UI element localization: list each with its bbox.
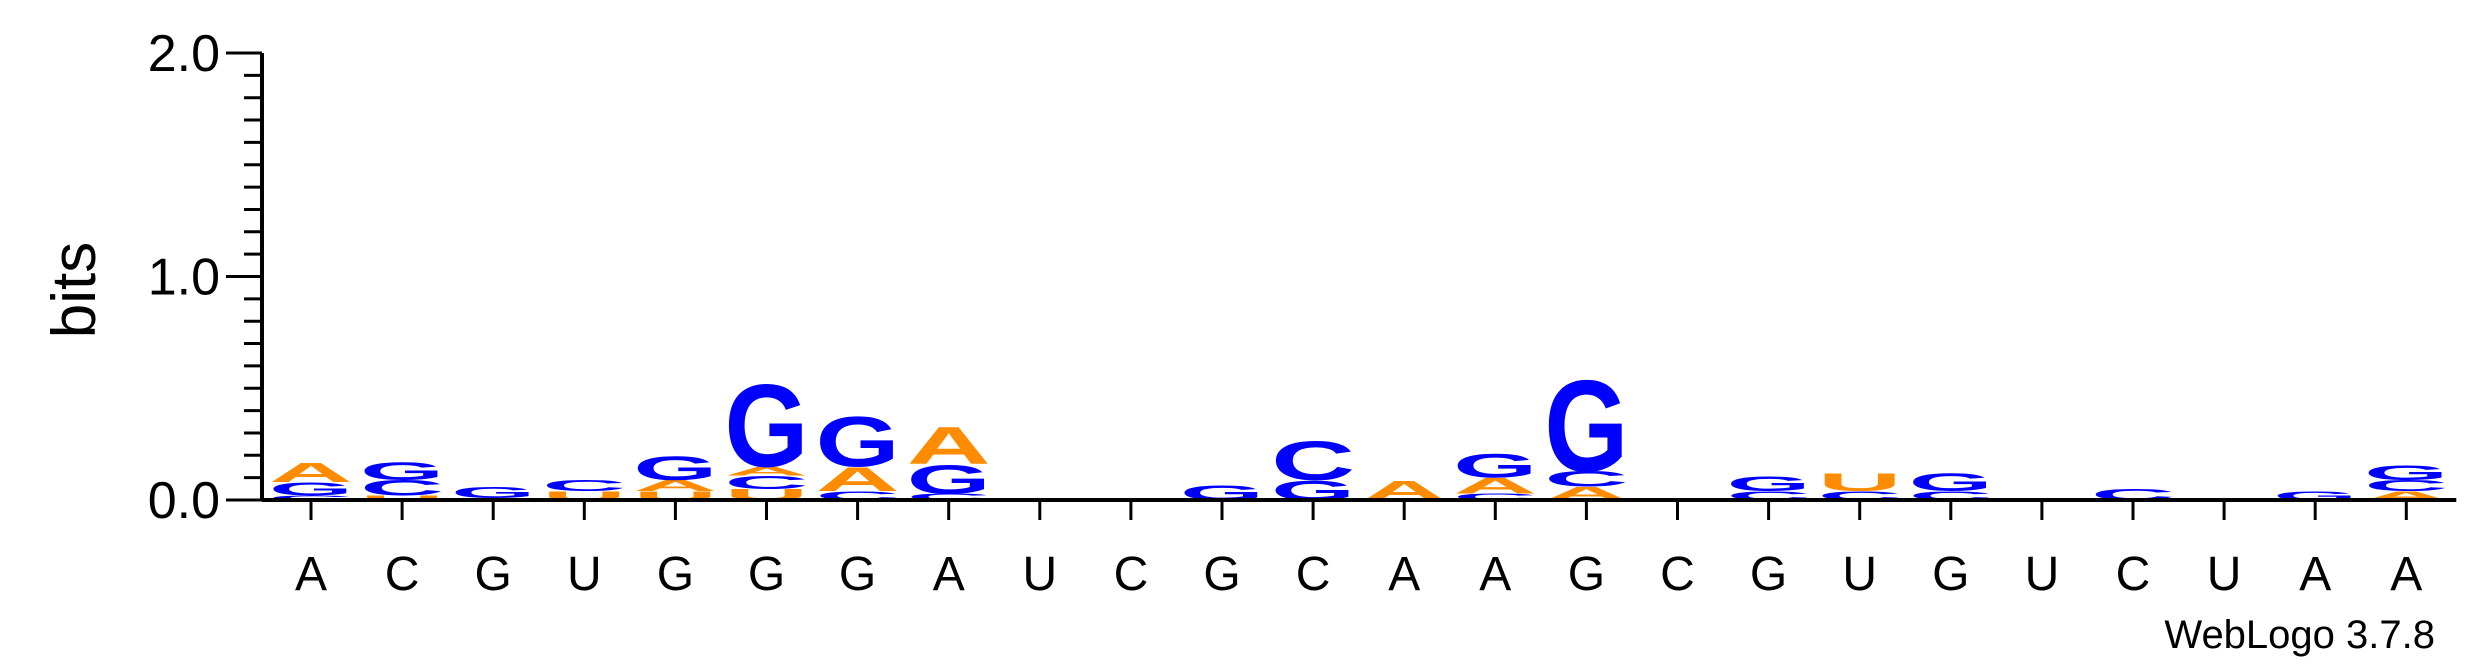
position-label: C <box>385 548 420 601</box>
logo-letter-C: C <box>1271 430 1355 492</box>
svg-text:A: A <box>633 477 717 494</box>
y-tick-label: 2.0 <box>148 25 220 83</box>
position-label: U <box>1022 548 1057 601</box>
logo-letter-U: U <box>1818 469 1902 497</box>
logo-letter-C: C <box>907 492 991 502</box>
logo-letter-A: A <box>725 464 809 478</box>
logo-letter-C: C <box>725 472 809 493</box>
y-axis-label: bits <box>40 242 109 338</box>
svg-text:C: C <box>542 477 626 494</box>
logo-letter-C: C <box>1453 492 1537 502</box>
svg-text:U: U <box>1818 469 1902 497</box>
svg-text:A: A <box>1453 474 1537 498</box>
position-label: G <box>839 548 876 601</box>
logo-letter-G: G <box>725 360 809 491</box>
logo-letter-A: A <box>816 460 900 498</box>
y-axis: 0.0 1.0 2.0 <box>148 25 264 530</box>
svg-text:C: C <box>907 492 991 502</box>
logo-letter-C: C <box>1544 467 1628 491</box>
svg-text:C: C <box>1544 467 1628 491</box>
logo-letter-G: G <box>2364 460 2448 484</box>
svg-text:A: A <box>725 464 809 478</box>
position-label: U <box>1842 548 1877 601</box>
position-label: C <box>1660 548 1695 601</box>
svg-text:G: G <box>360 457 444 485</box>
logo-letter-G: G <box>1544 354 1628 499</box>
position-label: G <box>657 548 694 601</box>
logo-letter-G: G <box>1909 469 1993 497</box>
logo-letter-G: G <box>633 449 717 487</box>
position-label: G <box>1932 548 1969 601</box>
position-label: G <box>1568 548 1605 601</box>
position-label: A <box>2299 548 2331 601</box>
svg-text:C: C <box>1271 430 1355 492</box>
position-label: A <box>1479 548 1511 601</box>
position-label: G <box>475 548 512 601</box>
position-label: C <box>1296 548 1331 601</box>
svg-text:G: G <box>633 449 717 487</box>
svg-text:C: C <box>2364 477 2448 494</box>
svg-text:G: G <box>725 360 809 491</box>
position-label: A <box>295 548 327 601</box>
svg-text:G: G <box>1544 354 1628 499</box>
svg-text:A: A <box>816 460 900 498</box>
svg-text:C: C <box>725 472 809 493</box>
svg-text:C: C <box>269 494 353 501</box>
position-label: A <box>2390 548 2422 601</box>
position-label: G <box>1203 548 1240 601</box>
svg-text:G: G <box>269 479 353 500</box>
logo-letter-A: A <box>907 417 991 476</box>
svg-text:U: U <box>360 494 444 501</box>
svg-text:G: G <box>816 403 900 483</box>
svg-text:G: G <box>1727 472 1811 496</box>
position-label: U <box>2207 548 2242 601</box>
logo-letter-G: G <box>907 457 991 502</box>
svg-text:G: G <box>1453 447 1537 485</box>
y-tick-label: 0.0 <box>148 472 220 530</box>
position-label: A <box>1388 548 1420 601</box>
svg-text:G: G <box>1909 469 1993 497</box>
logo-letter-U: U <box>360 494 444 501</box>
svg-text:C: C <box>1453 492 1537 502</box>
position-label: C <box>1114 548 1149 601</box>
logo-letter-C: C <box>2364 477 2448 494</box>
logo-letter-G: G <box>269 479 353 500</box>
logo-letter-A: A <box>633 477 717 494</box>
svg-text:C: C <box>360 476 444 500</box>
weblogo-credit: WebLogo 3.7.8 <box>2164 613 2435 657</box>
position-label: A <box>933 548 965 601</box>
logo-letter-A: A <box>1453 474 1537 498</box>
svg-text:G: G <box>451 484 535 501</box>
logo-letter-A: A <box>269 457 353 488</box>
logo-letter-G: G <box>816 403 900 483</box>
logo-letter-G: G <box>451 484 535 501</box>
svg-text:G: G <box>907 457 991 502</box>
logo-letter-G: G <box>360 457 444 485</box>
position-label: G <box>1750 548 1787 601</box>
logo-letter-G: G <box>1727 472 1811 496</box>
svg-text:A: A <box>269 457 353 488</box>
logo-letter-C: C <box>269 494 353 501</box>
position-label: C <box>2116 548 2151 601</box>
position-label: G <box>748 548 785 601</box>
svg-text:A: A <box>907 417 991 476</box>
svg-text:G: G <box>2364 460 2448 484</box>
y-tick-label: 1.0 <box>148 249 220 307</box>
logo-stacks: CGAUCGAGUCUAGUCAGCAGCGAGGCACAGACGCGCUCGC… <box>269 354 2448 506</box>
position-label: U <box>2025 548 2060 601</box>
logo-letter-C: C <box>360 476 444 500</box>
position-label: U <box>567 548 602 601</box>
logo-letter-G: G <box>1453 447 1537 485</box>
logo-letter-C: C <box>542 477 626 494</box>
